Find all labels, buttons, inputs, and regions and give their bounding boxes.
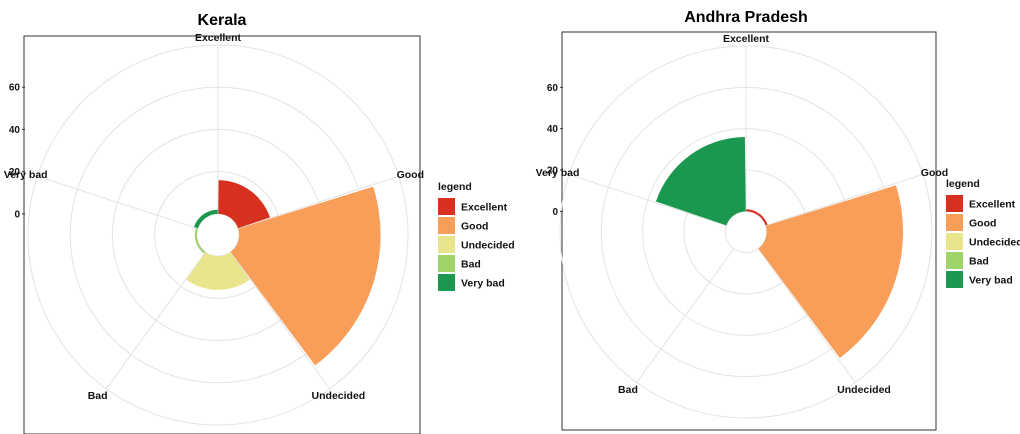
category-label-good: Good [921, 167, 948, 179]
legend-swatch-good [438, 217, 455, 234]
chart-title: Kerala [198, 12, 247, 29]
bar-good [230, 186, 381, 366]
category-label-very-bad: Very bad [536, 167, 580, 179]
legend: legend Excellent Good Undecided Bad Very bad [438, 181, 515, 291]
grid-spoke [105, 251, 206, 390]
legend-label-excellent: Excellent [461, 202, 508, 214]
grid-spoke [568, 174, 727, 227]
legend-swatch-bad [438, 255, 455, 272]
legend-label-excellent: Excellent [969, 199, 1016, 211]
category-label-excellent: Excellent [195, 32, 242, 44]
chart-andhra-pradesh: Andhra Pradesh Excellent Good Undecided Bad V… [536, 9, 1020, 431]
legend-title: legend [946, 178, 980, 190]
category-label-good: Good [397, 169, 424, 181]
grid-spoke [757, 248, 856, 383]
legend-label-bad: Bad [969, 256, 989, 268]
legend-label-good: Good [461, 221, 488, 233]
legend-title: legend [438, 181, 472, 193]
legend-swatch-excellent [438, 198, 455, 215]
category-label-undecided: Undecided [837, 384, 891, 396]
bar-excellent [218, 180, 270, 229]
category-label-bad: Bad [618, 384, 638, 396]
chart-kerala: Kerala Excellent Good Undecided Bad Very bad 0… [4, 12, 515, 434]
legend-label-undecided: Undecided [461, 240, 515, 252]
grid-spoke [230, 251, 331, 390]
grid-spoke [237, 175, 399, 229]
legend-swatch-very-bad [438, 274, 455, 291]
bar-bad [194, 228, 206, 254]
bar-excellent [746, 209, 768, 226]
category-label-undecided: Undecided [312, 390, 366, 402]
grid-spoke [765, 174, 924, 227]
bar-very-bad [655, 136, 746, 226]
tick-label: 20 [547, 166, 559, 177]
grid-spoke [37, 175, 199, 229]
category-label-very-bad: Very bad [4, 169, 48, 181]
tick-label: 40 [547, 124, 559, 135]
legend: legend Excellent Good Undecided Bad Very bad [946, 178, 1020, 288]
legend-swatch-excellent [946, 195, 963, 212]
tick-label: 60 [9, 83, 21, 94]
bar-good [758, 185, 904, 358]
chart-title: Andhra Pradesh [684, 9, 808, 26]
tick-label: 40 [9, 125, 21, 136]
legend-label-very-bad: Very bad [461, 278, 505, 290]
bar-undecided [186, 252, 250, 290]
tick-label: 0 [552, 207, 558, 218]
legend-label-undecided: Undecided [969, 237, 1020, 249]
tick-label: 0 [14, 209, 20, 220]
category-label-excellent: Excellent [723, 33, 770, 45]
legend-swatch-good [946, 214, 963, 231]
legend-label-good: Good [969, 218, 996, 230]
grid-spoke [636, 248, 735, 383]
legend-swatch-very-bad [946, 271, 963, 288]
category-label-bad: Bad [88, 390, 108, 402]
legend-swatch-undecided [438, 236, 455, 253]
legend-swatch-undecided [946, 233, 963, 250]
legend-label-bad: Bad [461, 259, 481, 271]
legend-swatch-bad [946, 252, 963, 269]
bar-very-bad [194, 209, 218, 229]
tick-label: 20 [9, 167, 21, 178]
legend-label-very-bad: Very bad [969, 275, 1013, 287]
tick-label: 60 [547, 83, 559, 94]
